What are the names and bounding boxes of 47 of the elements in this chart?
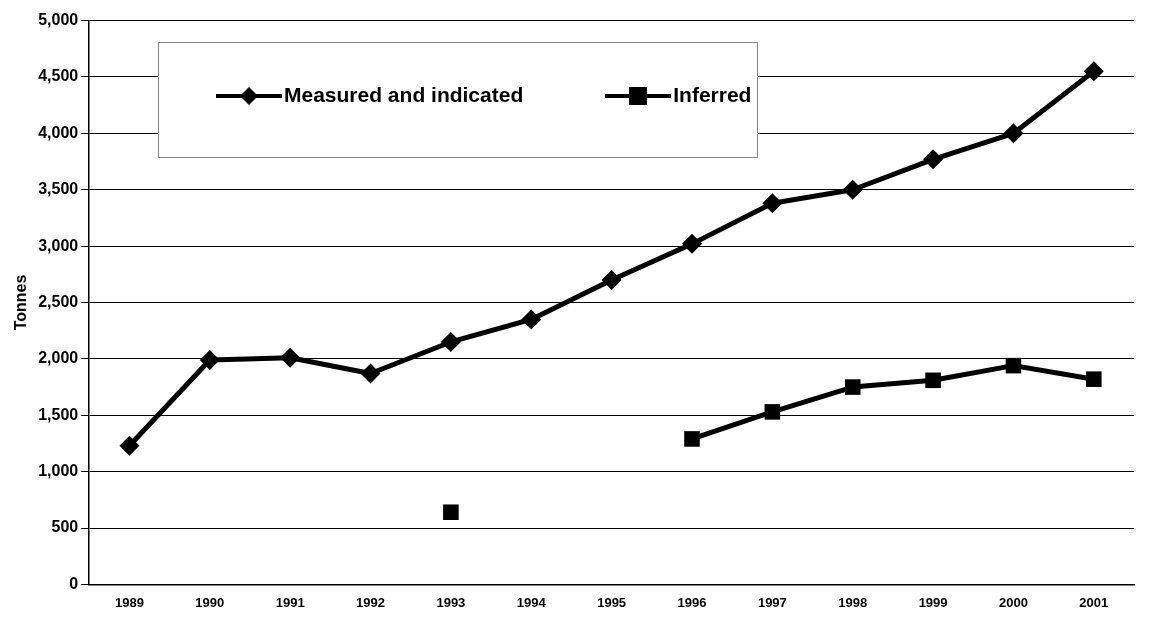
point [1003, 123, 1024, 144]
legend-label: Inferred [673, 83, 752, 106]
x-tick-label: 1998 [838, 594, 868, 610]
legend-label: Measured and indicated [284, 83, 524, 106]
y-tick-label: 500 [51, 518, 79, 536]
point [684, 431, 700, 447]
point [925, 372, 941, 389]
point [1005, 357, 1022, 374]
point [681, 233, 702, 254]
x-tick-label: 1994 [516, 594, 547, 610]
point [1086, 371, 1102, 387]
point [844, 379, 861, 395]
x-tick-label: 1993 [436, 594, 466, 610]
x-tick-label: 1995 [597, 594, 627, 610]
x-tick-label: 1997 [757, 594, 787, 610]
point [280, 347, 301, 368]
y-tick-label: 0 [69, 574, 79, 592]
y-tick-label: 5,000 [38, 11, 79, 29]
y-tick-label: 3,000 [38, 236, 79, 254]
x-tick-label: 1992 [356, 594, 385, 610]
y-tick-label: 2,000 [38, 349, 79, 367]
x-tick-label: 2000 [998, 594, 1028, 610]
x-tick-label: 1990 [195, 594, 225, 610]
x-tick-label: 2001 [1079, 594, 1109, 610]
point [764, 404, 781, 420]
point [199, 350, 220, 371]
point [360, 363, 381, 384]
x-tick-label: 1999 [918, 594, 948, 610]
y-axis-title: Tonnes [12, 274, 30, 331]
point [923, 149, 944, 170]
point [119, 435, 140, 456]
y-tick-label: 2,500 [38, 292, 79, 310]
x-tick-label: 1991 [275, 594, 305, 610]
y-tick-label: 1,500 [38, 405, 79, 423]
x-tick-label: 1996 [677, 594, 707, 610]
point [521, 309, 542, 330]
y-tick-label: 3,500 [38, 180, 79, 198]
point [762, 193, 783, 214]
y-tick-label: 4,500 [38, 67, 79, 85]
point [601, 269, 622, 290]
point [1083, 61, 1104, 82]
x-tick-label: 1989 [114, 594, 144, 610]
point [443, 504, 459, 521]
point [842, 179, 863, 200]
point [440, 331, 461, 352]
y-tick-label: 4,000 [38, 123, 79, 141]
y-tick-label: 1,000 [38, 462, 79, 480]
